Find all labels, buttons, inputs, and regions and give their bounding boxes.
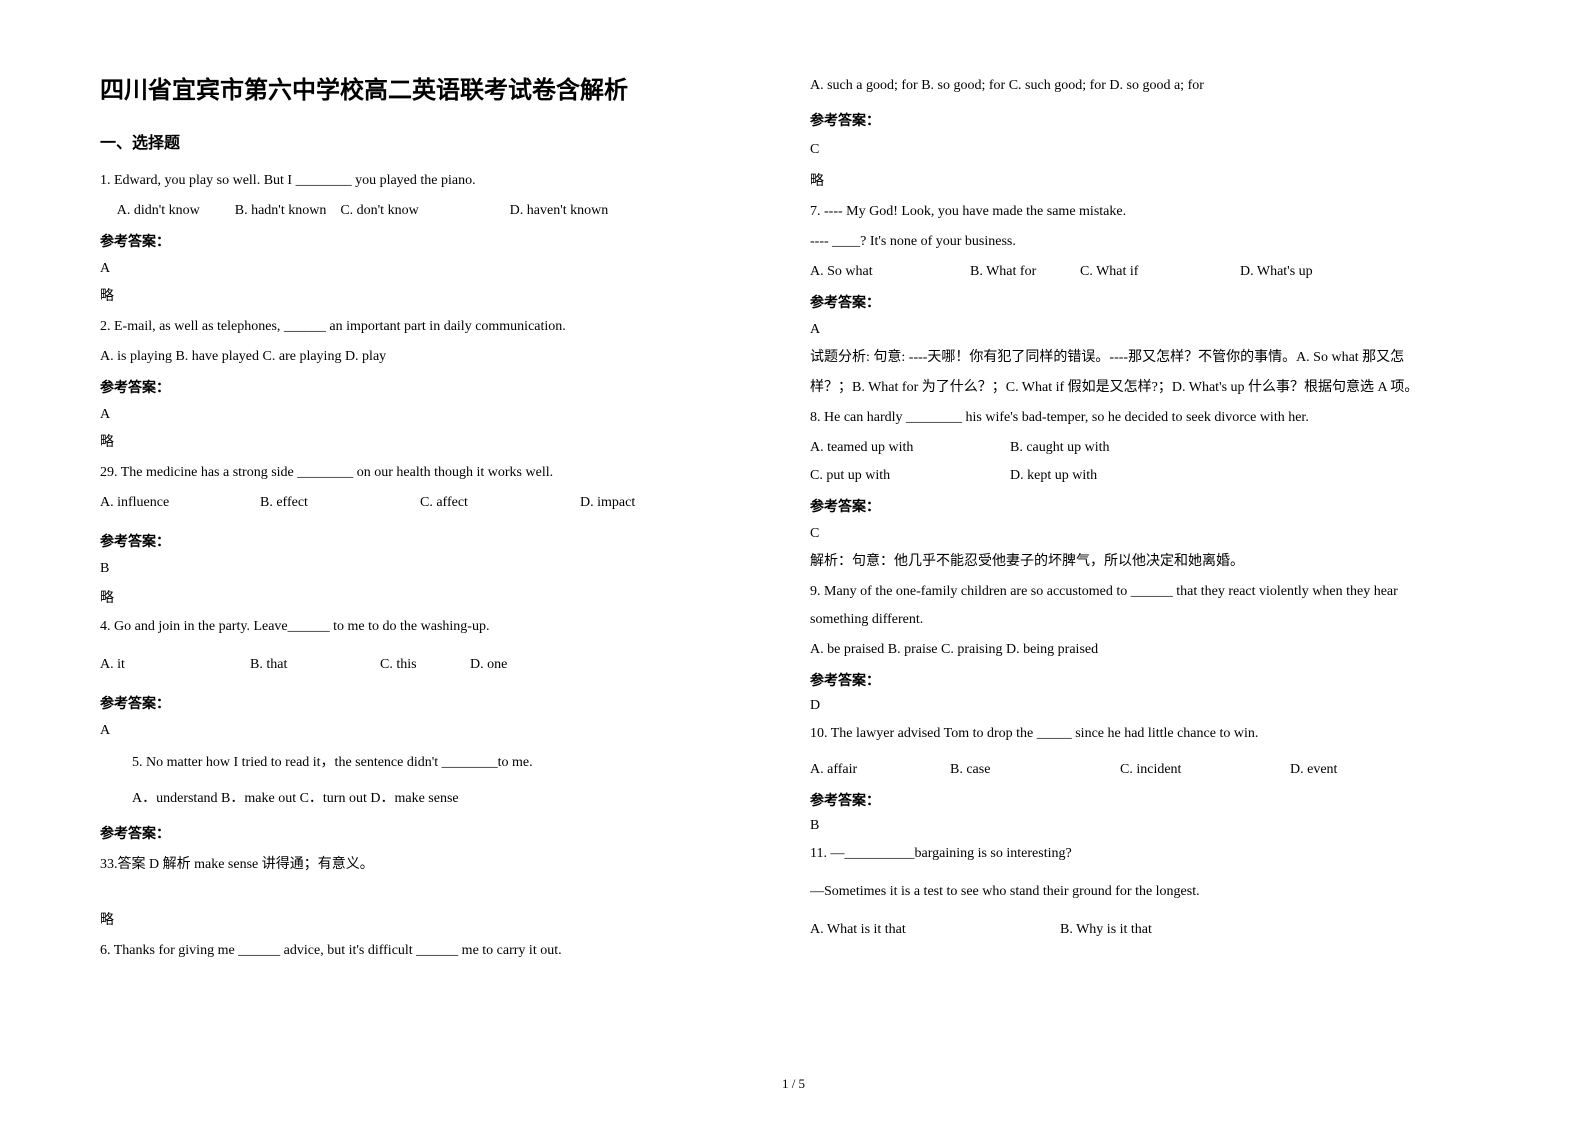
q6-stem: 6. Thanks for giving me ______ advice, b… <box>100 937 740 965</box>
q8-explanation: 解析：句意：他几乎不能忍受他妻子的坏脾气，所以他决定和她离婚。 <box>810 548 1450 576</box>
q6-answer-label: 参考答案： <box>810 110 1450 130</box>
document-title: 四川省宜宾市第六中学校高二英语联考试卷含解析 <box>100 70 740 105</box>
q8-opt-a: A. teamed up with <box>810 434 1010 462</box>
q7-expl-line1: 试题分析: 句意: ----天哪！你有犯了同样的错误。----那又怎样？不管你的… <box>810 344 1450 372</box>
q4-answer: A <box>100 723 740 739</box>
q1-note: 略 <box>100 283 740 311</box>
q10-opt-c: C. incident <box>1120 756 1290 784</box>
q3-opt-b: B. effect <box>260 489 420 517</box>
q9-answer-label: 参考答案： <box>810 670 1450 690</box>
q10-stem: 10. The lawyer advised Tom to drop the _… <box>810 720 1450 748</box>
q11-opt-a: A. What is it that <box>810 916 1060 944</box>
section-heading: 一、选择题 <box>100 129 740 153</box>
q8-opt-c: C. put up with <box>810 462 1010 490</box>
q3-opt-a: A. influence <box>100 489 260 517</box>
q3-opt-d: D. impact <box>580 489 700 517</box>
q3-note: 略 <box>100 587 740 607</box>
q7-opt-b: B. What for <box>970 258 1080 286</box>
q11-stem-line1: 11. —__________bargaining is so interest… <box>810 840 1450 868</box>
q3-answer: B <box>100 561 740 577</box>
q7-answer-label: 参考答案： <box>810 292 1450 312</box>
q2-answer: A <box>100 407 740 423</box>
q1-answer-label: 参考答案： <box>100 231 740 251</box>
q4-answer-label: 参考答案： <box>100 693 740 713</box>
page: 四川省宜宾市第六中学校高二英语联考试卷含解析 一、选择题 1. Edward, … <box>0 0 1587 1122</box>
q8-answer: C <box>810 526 1450 542</box>
left-column: 四川省宜宾市第六中学校高二英语联考试卷含解析 一、选择题 1. Edward, … <box>100 70 740 967</box>
q8-opt-b: B. caught up with <box>1010 434 1110 462</box>
q6-note: 略 <box>810 170 1450 190</box>
q10-opt-a: A. affair <box>810 756 950 784</box>
q5-options: A．understand B．make out C．turn out D．mak… <box>100 785 740 813</box>
q4-opt-d: D. one <box>470 651 560 679</box>
q1-options: A. didn't know B. hadn't known C. don't … <box>100 197 740 225</box>
q10-opt-d: D. event <box>1290 756 1337 784</box>
q4-opt-c: C. this <box>380 651 470 679</box>
q2-options: A. is playing B. have played C. are play… <box>100 343 740 371</box>
q11-options: A. What is it that B. Why is it that <box>810 916 1450 944</box>
q8-answer-label: 参考答案： <box>810 496 1450 516</box>
q8-options-line2: C. put up with D. kept up with <box>810 462 1450 490</box>
q7-expl-line2: 样？；B. What for 为了什么？；C. What if 假如是又怎样?；… <box>810 374 1450 402</box>
q7-options: A. So what B. What for C. What if D. Wha… <box>810 258 1450 286</box>
q7-opt-c: C. What if <box>1080 258 1240 286</box>
q7-stem-line1: 7. ---- My God! Look, you have made the … <box>810 198 1450 226</box>
q10-opt-b: B. case <box>950 756 1120 784</box>
q7-stem-line2: ---- ____? It's none of your business. <box>810 228 1450 256</box>
q1-answer: A <box>100 261 740 277</box>
q5-note: 略 <box>100 909 740 929</box>
right-column: A. such a good; for B. so good; for C. s… <box>810 70 1450 944</box>
q8-options-line1: A. teamed up with B. caught up with <box>810 434 1450 462</box>
q7-opt-a: A. So what <box>810 258 970 286</box>
q3-stem: 29. The medicine has a strong side _____… <box>100 459 740 487</box>
q10-answer-label: 参考答案： <box>810 790 1450 810</box>
q3-options: A. influence B. effect C. affect D. impa… <box>100 489 740 517</box>
q10-options: A. affair B. case C. incident D. event <box>810 756 1450 784</box>
q4-opt-b: B. that <box>250 651 380 679</box>
q4-stem: 4. Go and join in the party. Leave______… <box>100 613 740 641</box>
q10-answer: B <box>810 818 1450 834</box>
q8-stem: 8. He can hardly ________ his wife's bad… <box>810 404 1450 432</box>
q9-answer: D <box>810 698 1450 714</box>
q4-opt-a: A. it <box>100 651 250 679</box>
page-number: 1 / 5 <box>0 1076 1587 1092</box>
q11-opt-b: B. Why is it that <box>1060 916 1152 944</box>
q3-answer-label: 参考答案： <box>100 531 740 551</box>
q11-stem-line2: —Sometimes it is a test to see who stand… <box>810 878 1450 906</box>
q2-note: 略 <box>100 429 740 457</box>
q1-stem: 1. Edward, you play so well. But I _____… <box>100 167 740 195</box>
q9-options: A. be praised B. praise C. praising D. b… <box>810 636 1450 664</box>
q7-opt-d: D. What's up <box>1240 258 1360 286</box>
q2-answer-label: 参考答案： <box>100 377 740 397</box>
q7-answer: A <box>810 322 1450 338</box>
q6-answer: C <box>810 142 1450 158</box>
q5-stem: 5. No matter how I tried to read it，the … <box>100 749 740 777</box>
q5-answer-label: 参考答案： <box>100 823 740 843</box>
q9-stem: 9. Many of the one-family children are s… <box>810 578 1450 634</box>
q8-opt-d: D. kept up with <box>1010 462 1097 490</box>
q6-options: A. such a good; for B. so good; for C. s… <box>810 72 1450 100</box>
q2-stem: 2. E-mail, as well as telephones, ______… <box>100 313 740 341</box>
q5-explanation: 33.答案 D 解析 make sense 讲得通；有意义。 <box>100 851 740 879</box>
q4-options: A. it B. that C. this D. one <box>100 651 740 679</box>
q3-opt-c: C. affect <box>420 489 580 517</box>
